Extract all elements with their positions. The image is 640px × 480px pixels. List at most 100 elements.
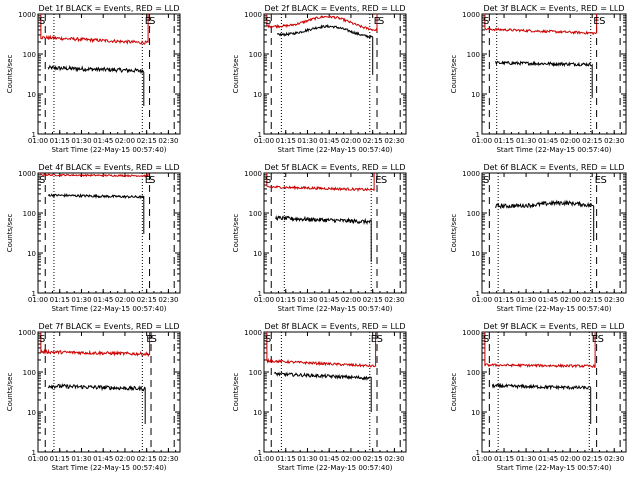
x-tick-label: 01:00 — [28, 137, 48, 145]
x-tick-label: 01:45 — [319, 296, 339, 304]
series-events-line — [276, 23, 374, 75]
panel-title: Det 3f BLACK = Events, RED = LLD — [483, 4, 624, 13]
x-tick-label: 01:45 — [93, 296, 113, 304]
y-tick-label: 1 — [476, 449, 480, 457]
x-tick-label: 01:45 — [319, 455, 339, 463]
y-tick-label: 1 — [32, 290, 36, 298]
panel-det-1f: Det 1f BLACK = Events, RED = LLD 01:00 01:… — [6, 4, 181, 154]
plot-frame — [263, 331, 407, 453]
y-tick-label: 100 — [467, 51, 480, 59]
y-tick-label: 10 — [471, 250, 480, 258]
y-axis-label: Counts/sec — [232, 55, 240, 94]
y-axis-label: Counts/sec — [450, 214, 458, 253]
panel-title: Det 2f BLACK = Events, RED = LLD — [264, 4, 405, 13]
x-tick-label: 02:00 — [341, 137, 361, 145]
x-axis-label: Start Time (22-May-15 00:57:40) — [51, 464, 166, 472]
x-tick-label: 01:00 — [472, 296, 492, 304]
series-lld-line — [266, 332, 377, 368]
x-tick-label: 01:15 — [276, 296, 296, 304]
y-tick-label: 10 — [27, 91, 36, 99]
y-axis-label: Counts/sec — [6, 55, 14, 94]
y-tick-label: 1000 — [18, 170, 36, 178]
x-tick-label: 02:30 — [158, 296, 178, 304]
y-axis-label: Counts/sec — [6, 214, 14, 253]
y-tick-label: 1 — [258, 449, 262, 457]
x-tick-label: 02:30 — [158, 137, 178, 145]
flag-s: S — [149, 16, 155, 27]
x-tick-label: 01:30 — [71, 296, 91, 304]
panel-title: Det 1f BLACK = Events, RED = LLD — [38, 4, 179, 13]
x-tick-label: 01:30 — [516, 296, 536, 304]
plot-frame — [37, 331, 181, 453]
flag-s: S — [39, 175, 45, 186]
x-tick-label: 01:00 — [28, 296, 48, 304]
panel-title: Det 8f BLACK = Events, RED = LLD — [264, 322, 405, 331]
flag-s: S — [39, 16, 45, 27]
plot-frame — [263, 13, 407, 135]
flag-s: S — [151, 334, 157, 345]
y-tick-label: 1000 — [244, 170, 262, 178]
x-tick-label: 01:15 — [50, 455, 70, 463]
flag-s: S — [483, 175, 489, 186]
x-tick-label: 01:15 — [50, 137, 70, 145]
flag-e: E — [374, 16, 380, 27]
y-axis-label: Counts/sec — [232, 373, 240, 412]
x-tick-label: 02:30 — [384, 296, 404, 304]
y-tick-label: 1 — [258, 131, 262, 139]
series-lld-line — [266, 14, 378, 32]
flag-s: S — [381, 175, 387, 186]
flag-s: S — [378, 16, 384, 27]
x-axis-label: Start Time (22-May-15 00:57:40) — [496, 146, 611, 154]
series-events-line — [47, 64, 145, 106]
flag-e: E — [145, 175, 151, 186]
flag-s: S — [265, 334, 271, 345]
x-tick-label: 02:15 — [363, 296, 383, 304]
flag-e: E — [145, 16, 151, 27]
y-tick-label: 100 — [23, 51, 36, 59]
series-events-line — [47, 192, 145, 234]
x-tick-label: 02:00 — [341, 455, 361, 463]
x-tick-label: 02:15 — [363, 137, 383, 145]
y-tick-label: 10 — [27, 250, 36, 258]
y-tick-label: 1 — [32, 449, 36, 457]
y-axis-label: Counts/sec — [450, 373, 458, 412]
flag-s: S — [39, 334, 45, 345]
flag-s: S — [598, 334, 604, 345]
series-lld-line — [40, 14, 149, 45]
series-events-line — [491, 382, 592, 424]
flag-s: S — [149, 175, 155, 186]
x-tick-label: 02:30 — [604, 137, 624, 145]
x-tick-label: 01:15 — [494, 296, 514, 304]
x-tick-label: 02:30 — [158, 455, 178, 463]
y-tick-label: 10 — [471, 91, 480, 99]
x-axis-label: Start Time (22-May-15 00:57:40) — [496, 305, 611, 313]
flag-e: E — [595, 175, 601, 186]
series-events-line — [273, 371, 372, 412]
y-tick-label: 100 — [249, 210, 262, 218]
x-axis-label: Start Time (22-May-15 00:57:40) — [277, 305, 392, 313]
x-tick-label: 01:30 — [297, 455, 317, 463]
y-tick-label: 10 — [471, 409, 480, 417]
y-tick-label: 100 — [249, 51, 262, 59]
series-events-line — [494, 199, 595, 241]
y-tick-label: 1 — [476, 290, 480, 298]
x-axis-label: Start Time (22-May-15 00:57:40) — [277, 464, 392, 472]
series-lld-line — [484, 14, 598, 36]
panel-title: Det 7f BLACK = Events, RED = LLD — [38, 322, 179, 331]
flag-s: S — [265, 16, 271, 27]
x-tick-label: 01:45 — [538, 137, 558, 145]
x-axis-label: Start Time (22-May-15 00:57:40) — [496, 464, 611, 472]
plot-frame — [37, 172, 181, 294]
x-tick-label: 02:00 — [341, 296, 361, 304]
x-tick-label: 02:15 — [137, 137, 157, 145]
x-tick-label: 02:30 — [384, 137, 404, 145]
plot-frame — [37, 13, 181, 135]
x-tick-label: 02:00 — [560, 296, 580, 304]
x-tick-label: 02:00 — [115, 455, 135, 463]
